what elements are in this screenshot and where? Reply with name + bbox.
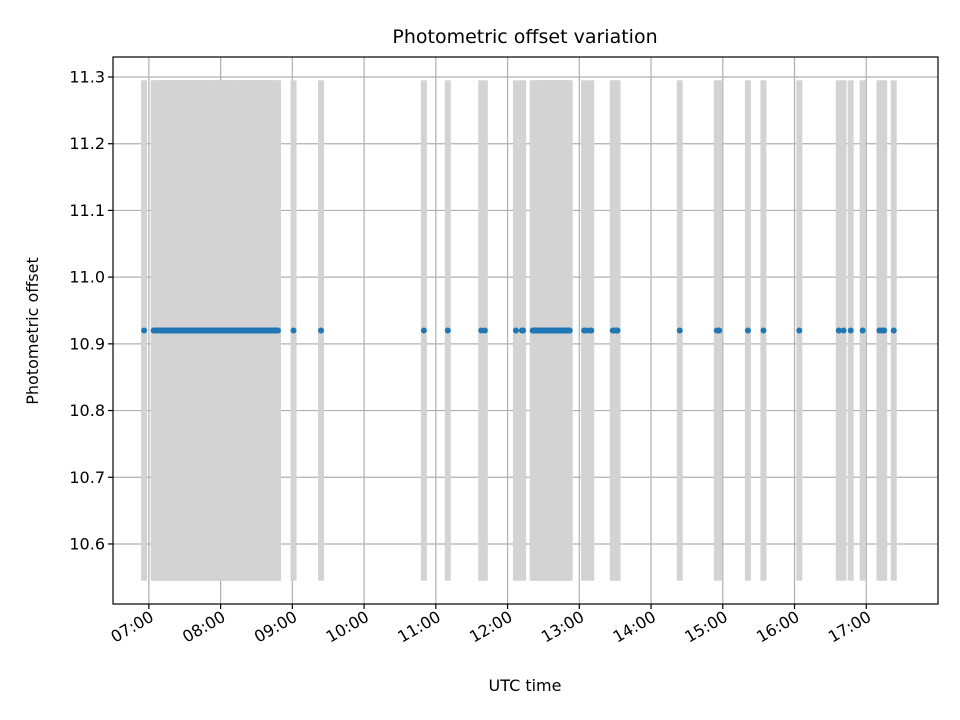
data-point (840, 327, 847, 334)
data-point (420, 327, 427, 334)
y-axis-ticks: 10.6 10.7 10.8 10.9 11.0 11.1 11.2 11.3 (69, 68, 113, 553)
data-point (835, 327, 842, 334)
y-axis-title: Photometric offset (23, 257, 42, 405)
data-point (481, 327, 488, 334)
y-tick-label: 10.6 (69, 534, 105, 553)
data-points (141, 327, 897, 334)
data-point (760, 327, 767, 334)
data-point (881, 327, 888, 334)
y-tick-label: 11.3 (69, 68, 105, 87)
x-axis-title: UTC time (489, 676, 562, 695)
data-point (614, 327, 621, 334)
data-point (890, 327, 897, 334)
y-tick-label: 11.0 (69, 268, 105, 287)
data-point (290, 327, 297, 334)
data-point (744, 327, 751, 334)
data-point (444, 327, 451, 334)
y-tick-label: 10.8 (69, 401, 105, 420)
data-point (588, 327, 595, 334)
data-point (566, 327, 573, 334)
chart-title: Photometric offset variation (392, 26, 657, 48)
data-point (796, 327, 803, 334)
data-point (859, 327, 866, 334)
data-point (847, 327, 854, 334)
y-tick-label: 10.7 (69, 468, 105, 487)
data-point (512, 327, 519, 334)
data-point (716, 327, 723, 334)
data-point (318, 327, 325, 334)
plot-frame (112, 56, 939, 605)
y-tick-label: 11.1 (69, 201, 105, 220)
data-point (520, 327, 527, 334)
data-point (141, 327, 148, 334)
data-point (275, 327, 281, 334)
y-tick-label: 10.9 (69, 334, 105, 353)
data-point (676, 327, 683, 334)
y-tick-label: 11.2 (69, 134, 105, 153)
